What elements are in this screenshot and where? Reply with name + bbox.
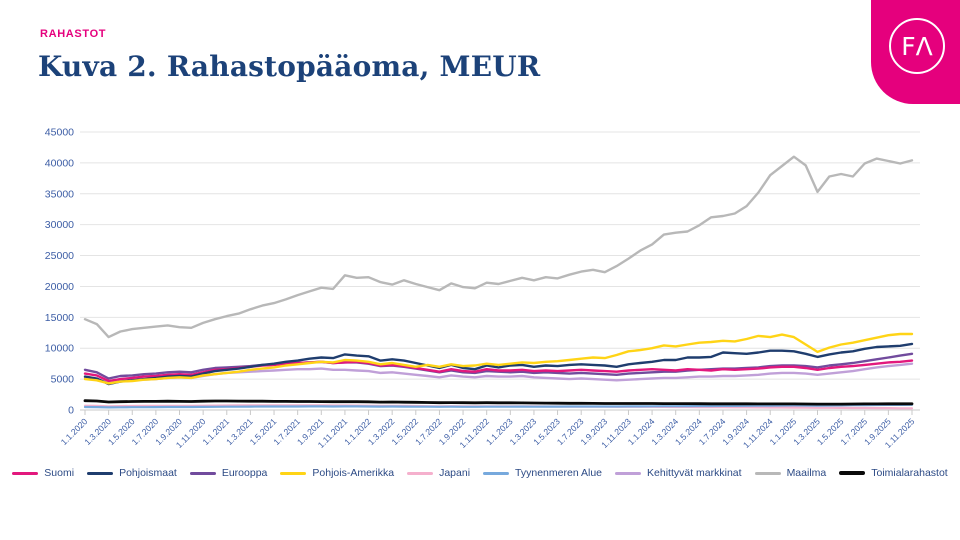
legend-swatch-maailma bbox=[754, 471, 781, 475]
series-line-toimialarahastot bbox=[83, 399, 914, 406]
legend-swatch-suomi bbox=[12, 471, 39, 475]
legend-label-maailma: Maailma bbox=[786, 467, 827, 479]
page-title: Kuva 2. Rahastopääoma, MEUR bbox=[38, 50, 541, 83]
legend-swatch-pohjoismaat bbox=[87, 471, 114, 475]
legend-label-pohjoismaat: Pohjoismaat bbox=[119, 467, 177, 479]
legend-label-toimialarahastot: Toimialarahastot bbox=[871, 467, 948, 479]
series-line-tyynenmeren-alue bbox=[83, 403, 914, 409]
line-chart: 0 5000 10000 15000 20000 25000 30000 35000 40000… bbox=[45, 127, 920, 450]
y-axis-label: 15000 bbox=[45, 312, 74, 324]
y-axis-label: 40000 bbox=[45, 157, 74, 169]
legend-label-tyynenmeren-alue: Tyynenmeren Alue bbox=[515, 467, 603, 479]
legend-swatch-pohjois-amerikka bbox=[280, 471, 307, 475]
series-line-pohjoismaat bbox=[83, 342, 914, 386]
legend-item-eurooppa: Eurooppa bbox=[189, 467, 268, 479]
legend-label-eurooppa: Eurooppa bbox=[221, 467, 268, 479]
y-axis-label: 10000 bbox=[45, 343, 74, 355]
legend-swatch-tyynenmeren-alue bbox=[483, 471, 510, 475]
fa-logo-mark: FΛ bbox=[889, 18, 945, 74]
legend-swatch-japani bbox=[407, 471, 434, 475]
legend-item-suomi: Suomi bbox=[12, 467, 74, 479]
fa-logo-circle bbox=[889, 18, 945, 74]
legend-label-suomi: Suomi bbox=[44, 467, 75, 479]
y-axis-label: 20000 bbox=[45, 281, 74, 293]
legend-label-kehittyvat-markkinat: Kehittyvät markkinat bbox=[647, 467, 742, 479]
legend-item-pohjoismaat: Pohjoismaat bbox=[87, 467, 177, 479]
legend-swatch-toimialarahastot bbox=[839, 471, 866, 475]
series-line-pohjois-amerikka bbox=[83, 332, 914, 385]
legend-item-pohjois-amerikka: Pohjois-Amerikka bbox=[280, 467, 394, 479]
legend-item-maailma: Maailma bbox=[754, 467, 827, 479]
legend-label-japani: Japani bbox=[439, 467, 471, 479]
legend-item-tyynenmeren-alue: Tyynenmeren Alue bbox=[483, 467, 602, 479]
y-axis-label: 25000 bbox=[45, 250, 74, 262]
legend-swatch-kehittyvat-markkinat bbox=[615, 471, 642, 475]
series-line-maailma bbox=[83, 155, 914, 339]
y-axis-label: 35000 bbox=[45, 188, 74, 200]
category-eyebrow: RAHASTOT bbox=[40, 28, 107, 40]
chart-legend: Suomi Pohjoismaat Eurooppa Pohjois-Amerikka… bbox=[0, 460, 960, 486]
legend-label-pohjois-amerikka: Pohjois-Amerikka bbox=[312, 467, 395, 479]
y-axis-label: 0 bbox=[68, 405, 74, 417]
legend-swatch-eurooppa bbox=[189, 471, 216, 475]
series-line-suomi bbox=[83, 359, 914, 383]
y-axis-label: 45000 bbox=[45, 127, 74, 139]
series-line-eurooppa bbox=[83, 352, 914, 380]
chart-area: 0 5000 10000 15000 20000 25000 30000 35000 40000… bbox=[0, 118, 960, 460]
legend-item-toimialarahastot: Toimialarahastot bbox=[839, 467, 948, 479]
legend-item-japani: Japani bbox=[407, 467, 470, 479]
fa-logo: FΛ bbox=[871, 0, 960, 104]
fa-logo-text: FΛ bbox=[901, 32, 932, 61]
legend-item-kehittyvat-markkinat: Kehittyvät markkinat bbox=[615, 467, 742, 479]
y-axis-label: 30000 bbox=[45, 219, 74, 231]
y-axis-label: 5000 bbox=[51, 374, 75, 386]
